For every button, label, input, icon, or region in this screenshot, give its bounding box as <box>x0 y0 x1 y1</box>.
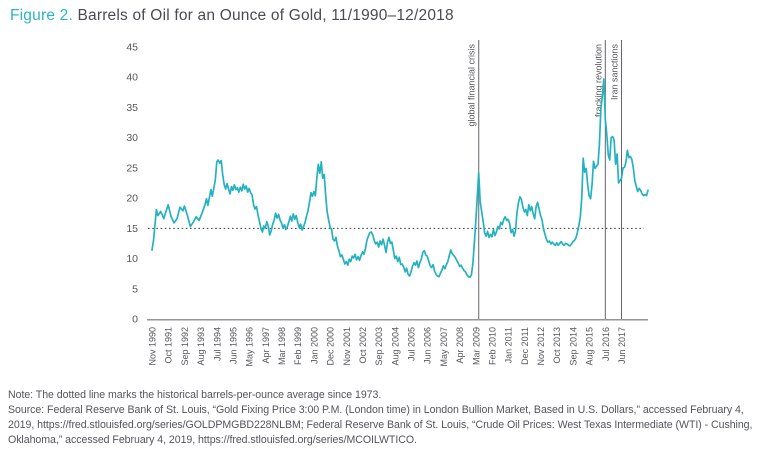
x-tick-label: Dec 2011 <box>520 327 530 365</box>
x-tick-label: Feb 2010 <box>487 327 497 365</box>
x-tick-label: Jul 2016 <box>601 327 611 361</box>
y-tick-label: 25 <box>126 162 138 174</box>
x-tick-label: Dec 2000 <box>326 327 336 366</box>
x-tick-label: Mar 1998 <box>277 327 287 365</box>
x-tick-label: Nov 2001 <box>342 327 352 366</box>
y-tick-label: 15 <box>126 223 138 235</box>
x-tick-label: Aug 1993 <box>196 327 206 366</box>
annotation-label: global financial crisis <box>467 44 477 127</box>
x-tick-label: Aug 2004 <box>390 327 400 366</box>
figure-notes: Note: The dotted line marks the historic… <box>8 388 765 448</box>
x-tick-label: Jul 2005 <box>407 327 417 361</box>
x-tick-label: May 2007 <box>439 327 449 367</box>
x-tick-label: Jun 2006 <box>423 327 433 364</box>
x-tick-label: Nov 2012 <box>536 327 546 366</box>
x-tick-label: Jul 1994 <box>212 327 222 361</box>
y-tick-label: 35 <box>126 102 138 114</box>
source-text: Source: Federal Reserve Bank of St. Loui… <box>8 403 753 446</box>
figure-title-text: Barrels of Oil for an Ounce of Gold, 11/… <box>72 7 454 24</box>
ratio-line-chart: 0 5 10 15 20 25 30 35 40 45 Nov 1990 Oct 1991 Sep 19… <box>126 40 649 367</box>
x-tick-label: Sep 1992 <box>180 327 190 366</box>
annotation-label: Iran sanctions <box>610 44 620 101</box>
figure-label: Figure 2. <box>10 7 73 24</box>
x-tick-label: Apr 2008 <box>455 327 465 364</box>
x-tick-label: Jan 2000 <box>309 327 319 364</box>
y-tick-label: 40 <box>126 72 138 84</box>
y-tick-label: 10 <box>126 253 138 265</box>
x-tick-label: Mar 2009 <box>471 327 481 365</box>
note-text: Note: The dotted line marks the historic… <box>8 389 382 401</box>
x-tick-label: Nov 1990 <box>148 327 158 366</box>
x-tick-label: Apr 1997 <box>261 327 271 364</box>
x-tick-label: Aug 2015 <box>585 327 595 366</box>
x-tick-label: Sep 2003 <box>374 327 384 366</box>
x-tick-label: Jun 1995 <box>228 327 238 364</box>
y-tick-label: 20 <box>126 193 138 205</box>
y-tick-label: 45 <box>126 42 138 54</box>
x-tick-label: May 1996 <box>245 327 255 367</box>
data-series-line <box>151 78 649 279</box>
x-tick-label: Oct 1991 <box>164 327 174 364</box>
y-tick-label: 5 <box>132 283 138 295</box>
figure-title: Figure 2. Barrels of Oil for an Ounce of… <box>10 7 454 25</box>
x-tick-label: Jun 2017 <box>617 327 627 364</box>
x-tick-label: Oct 2013 <box>552 327 562 364</box>
x-tick-label: Feb 1999 <box>293 327 303 365</box>
y-tick-label: 0 <box>132 314 138 326</box>
annotation-label: fracking revolution <box>593 44 603 117</box>
y-tick-label: 30 <box>126 132 138 144</box>
x-tick-label: Oct 2002 <box>358 327 368 364</box>
x-tick-label: Sep 2014 <box>568 327 578 366</box>
x-tick-label: Jan 2011 <box>504 327 514 363</box>
